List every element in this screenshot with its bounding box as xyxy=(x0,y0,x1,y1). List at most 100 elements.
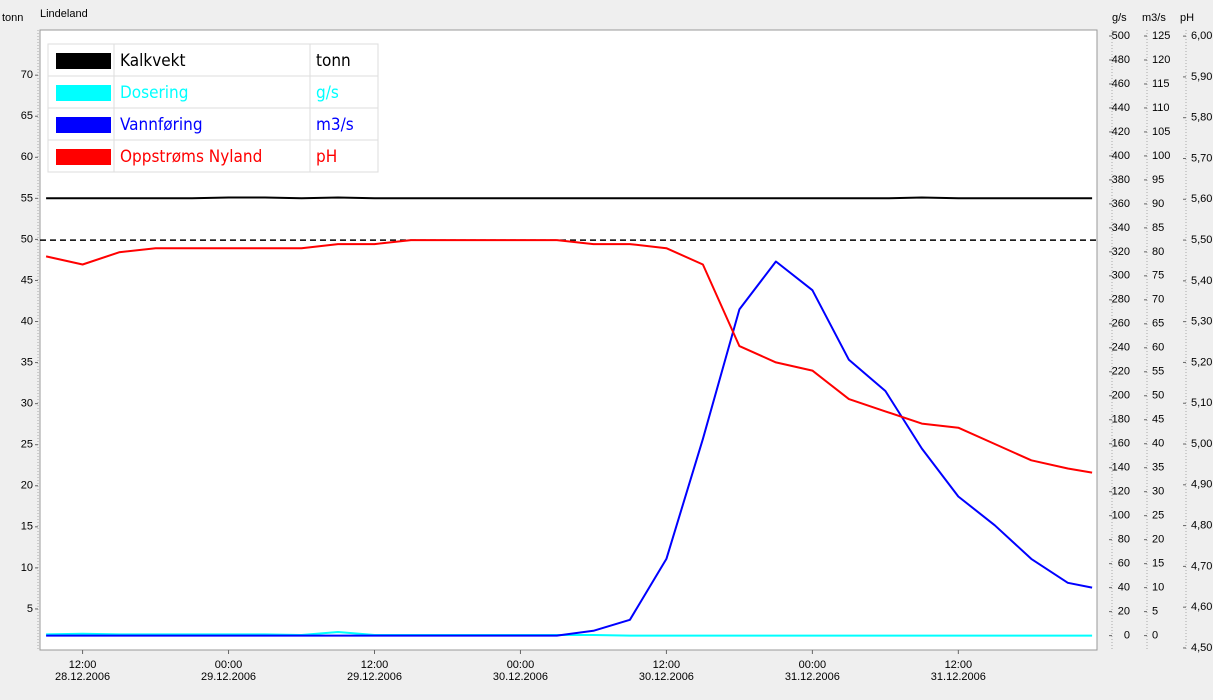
y-tick-label: 80 xyxy=(1152,246,1164,258)
y-tick-label: 5,10 xyxy=(1191,397,1212,409)
series-line xyxy=(46,631,1093,637)
y-tick-label: 5,50 xyxy=(1191,234,1212,246)
legend-label: Oppstrøms Nyland xyxy=(120,147,262,167)
y-tick-label: 5,00 xyxy=(1191,438,1212,450)
y-tick-label: 55 xyxy=(1152,366,1164,378)
y-tick-label: 20 xyxy=(21,480,33,492)
y-tick-label: 70 xyxy=(21,69,33,81)
chart-title: Lindeland xyxy=(40,8,88,20)
y-tick-label: 5,90 xyxy=(1191,71,1212,83)
y-tick-label: 20 xyxy=(1152,534,1164,546)
y-tick-label: 30 xyxy=(1152,486,1164,498)
y-tick-label: 45 xyxy=(21,274,33,286)
y-tick-label: 20 xyxy=(1118,606,1130,618)
y-tick-label: 50 xyxy=(1152,390,1164,402)
y-tick-label: 360 xyxy=(1112,198,1130,210)
y-tick-label: 320 xyxy=(1112,246,1130,258)
y-tick-label: 65 xyxy=(21,110,33,122)
y-tick-label: 6,00 xyxy=(1191,30,1212,42)
axis-unit-label: m3/s xyxy=(1142,12,1166,24)
y-tick-label: 240 xyxy=(1112,342,1130,354)
y-tick-label: 380 xyxy=(1112,174,1130,186)
x-tick-label: 29.12.2006 xyxy=(347,671,402,683)
legend-unit: pH xyxy=(316,147,337,167)
y-tick-label: 15 xyxy=(1152,558,1164,570)
y-tick-label: 50 xyxy=(21,233,33,245)
legend-swatch xyxy=(56,149,111,165)
legend-label: Kalkvekt xyxy=(120,51,186,71)
y-tick-label: 5,80 xyxy=(1191,112,1212,124)
y-tick-label: 35 xyxy=(21,356,33,368)
y-tick-label: 10 xyxy=(1152,582,1164,594)
series-line xyxy=(45,239,1093,474)
y-tick-label: 4,60 xyxy=(1191,601,1212,613)
y-tick-label: 115 xyxy=(1152,78,1170,90)
y-tick-label: 4,90 xyxy=(1191,479,1212,491)
y-tick-label: 280 xyxy=(1112,294,1130,306)
y-tick-label: 70 xyxy=(1152,294,1164,306)
legend-unit: tonn xyxy=(316,51,351,71)
y-tick-label: 95 xyxy=(1152,174,1164,186)
x-tick-label: 00:00 xyxy=(507,659,535,671)
y-tick-label: 60 xyxy=(21,151,33,163)
legend-swatch xyxy=(56,53,111,69)
x-tick-label: 12:00 xyxy=(653,659,681,671)
y-tick-label: 4,80 xyxy=(1191,519,1212,531)
x-tick-label: 31.12.2006 xyxy=(785,671,840,683)
y-tick-label: 5,70 xyxy=(1191,152,1212,164)
y-tick-label: 5,30 xyxy=(1191,316,1212,328)
series-line xyxy=(46,260,1093,637)
y-tick-label: 5,60 xyxy=(1191,193,1212,205)
y-tick-label: 260 xyxy=(1112,318,1130,330)
y-tick-label: 25 xyxy=(21,439,33,451)
y-tick-label: 60 xyxy=(1118,558,1130,570)
y-tick-label: 500 xyxy=(1112,30,1130,42)
y-tick-label: 120 xyxy=(1112,486,1130,498)
axis-unit-label: pH xyxy=(1180,12,1194,24)
y-tick-label: 105 xyxy=(1152,126,1170,138)
legend-swatch xyxy=(56,85,111,101)
x-tick-label: 12:00 xyxy=(361,659,389,671)
legend-label: Vannføring xyxy=(120,115,203,135)
y-tick-label: 25 xyxy=(1152,510,1164,522)
y-tick-label: 60 xyxy=(1152,342,1164,354)
y-tick-label: 35 xyxy=(1152,462,1164,474)
y-tick-label: 440 xyxy=(1112,102,1130,114)
y-tick-label: 4,50 xyxy=(1191,642,1212,654)
y-tick-label: 85 xyxy=(1152,222,1164,234)
x-tick-label: 29.12.2006 xyxy=(201,671,256,683)
x-tick-label: 30.12.2006 xyxy=(639,671,694,683)
y-tick-label: 30 xyxy=(21,398,33,410)
y-tick-label: 480 xyxy=(1112,54,1130,66)
y-tick-label: 80 xyxy=(1118,534,1130,546)
y-tick-label: 100 xyxy=(1112,510,1130,522)
y-tick-label: 0 xyxy=(1152,630,1158,642)
legend-unit: m3/s xyxy=(316,115,354,135)
legend-swatch xyxy=(56,117,111,133)
x-tick-label: 12:00 xyxy=(945,659,973,671)
y-tick-label: 125 xyxy=(1152,30,1170,42)
y-tick-label: 5,40 xyxy=(1191,275,1212,287)
x-tick-label: 00:00 xyxy=(215,659,243,671)
y-tick-label: 200 xyxy=(1112,390,1130,402)
y-tick-label: 420 xyxy=(1112,126,1130,138)
y-tick-label: 5 xyxy=(1152,606,1158,618)
axis-unit-label: tonn xyxy=(2,12,23,24)
y-tick-label: 75 xyxy=(1152,270,1164,282)
x-tick-label: 31.12.2006 xyxy=(931,671,986,683)
x-tick-label: 30.12.2006 xyxy=(493,671,548,683)
y-tick-label: 40 xyxy=(1118,582,1130,594)
y-tick-label: 100 xyxy=(1152,150,1170,162)
y-tick-label: 0 xyxy=(1124,630,1130,642)
x-tick-label: 00:00 xyxy=(799,659,827,671)
y-tick-label: 220 xyxy=(1112,366,1130,378)
y-tick-label: 140 xyxy=(1112,462,1130,474)
y-tick-label: 160 xyxy=(1112,438,1130,450)
y-tick-label: 40 xyxy=(1152,438,1164,450)
x-tick-label: 12:00 xyxy=(69,659,97,671)
y-tick-label: 5,20 xyxy=(1191,356,1212,368)
y-tick-label: 15 xyxy=(21,521,33,533)
y-tick-label: 110 xyxy=(1152,102,1170,114)
axis-unit-label: g/s xyxy=(1112,12,1127,24)
